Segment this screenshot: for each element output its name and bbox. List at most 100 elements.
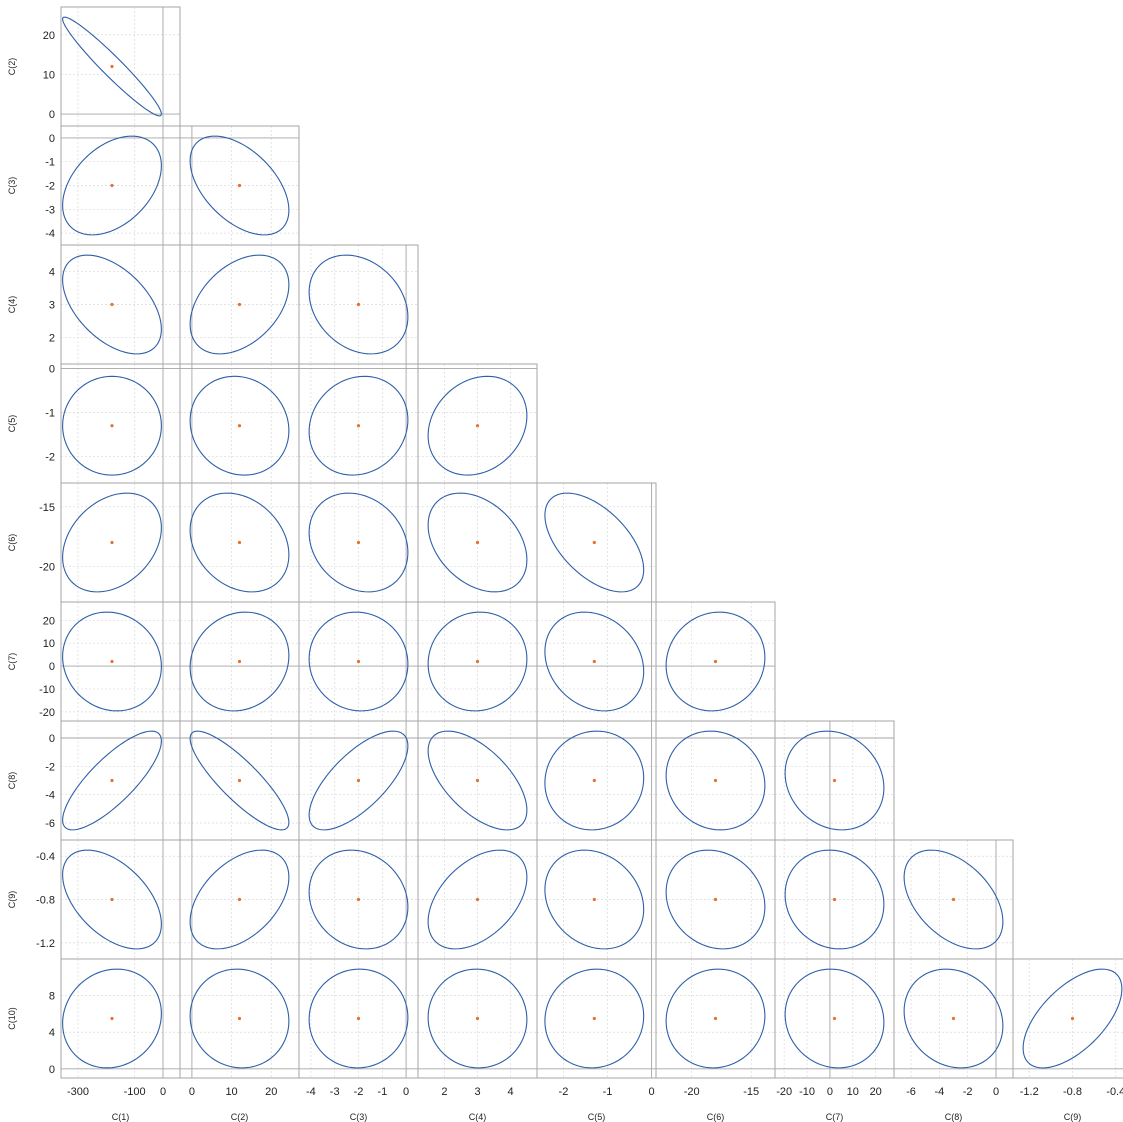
cell-c4-vs-c3 [298,244,419,365]
confidence-ellipse [544,730,645,831]
x-tick-label: 4 [507,1086,513,1098]
cell-c10-vs-c7 [774,958,895,1079]
cell-c8-vs-c4 [417,720,538,841]
confidence-ellipse [62,730,162,831]
confidence-ellipse [665,849,766,950]
center-point [951,1016,956,1021]
x-axis-label-c8: C(8) [945,1112,963,1122]
cell-background [61,364,180,483]
confidence-ellipse [62,254,162,355]
confidence-ellipse [189,849,290,950]
center-point [356,1016,361,1021]
cell-c10-vs-c2 [179,958,300,1079]
cell-background [61,483,180,602]
cell-c3-vs-c2 [179,125,300,246]
x-tick-label: 20 [870,1086,882,1098]
x-tick-label: -20 [776,1086,792,1098]
center-point [237,424,242,428]
center-point [237,1016,242,1021]
y-axis-label-c5: C(5) [7,415,17,433]
cell-c10-vs-c1 [60,958,181,1079]
confidence-ellipse [903,849,1004,950]
confidence-ellipse [427,375,528,476]
center-point [110,183,114,188]
x-tick-label: -3 [330,1086,340,1098]
center-point [237,659,242,664]
center-point [110,302,114,307]
cell-c9-vs-c5 [536,839,657,960]
cell-c8-vs-c7 [774,720,895,841]
center-point [475,778,480,783]
y-tick-label: 2 [49,333,55,345]
confidence-ellipse [903,968,1004,1069]
x-axis-label-c1: C(1) [112,1112,130,1122]
confidence-ellipse [427,492,528,593]
cell-c6-vs-c3 [298,482,419,603]
y-tick-label: -4 [45,228,55,240]
confidence-ellipse [544,611,645,712]
confidence-ellipse [308,730,409,831]
confidence-ellipse [189,135,290,236]
center-point [237,183,242,188]
center-point [475,1016,480,1021]
confidence-ellipse [544,492,645,593]
y-tick-label: -15 [39,502,55,514]
cell-c6-vs-c1 [60,482,181,603]
confidence-ellipse [784,968,885,1069]
confidence-ellipse [62,375,162,476]
center-point [237,540,242,545]
y-tick-label: -3 [45,204,55,216]
confidence-ellipse [189,254,290,355]
x-tick-label: -4 [306,1086,316,1098]
cell-c10-vs-c5 [536,958,657,1079]
center-point [475,659,480,664]
y-tick-label: -0.8 [36,895,55,907]
cell-background [61,126,180,245]
confidence-ellipse [544,849,645,950]
center-point [110,64,114,69]
cell-background [299,364,418,483]
cell-c5-vs-c1 [60,363,181,484]
x-tick-label: 20 [265,1086,277,1098]
y-tick-label: -4 [45,790,55,802]
center-point [592,897,596,902]
y-tick-label: 8 [49,991,55,1003]
center-point [592,540,596,545]
y-tick-label: -10 [39,684,55,696]
confidence-ellipse [189,492,290,593]
cell-background [61,959,180,1078]
x-tick-label: -2 [963,1086,973,1098]
y-axis-label-c9: C(9) [7,891,17,909]
cell-c6-vs-c4 [417,482,538,603]
x-tick-label: 0 [827,1086,833,1098]
cell-c8-vs-c6 [655,720,776,841]
y-tick-label: -20 [39,561,55,573]
y-tick-label: 3 [49,300,55,312]
confidence-ellipse [784,849,885,950]
y-axis-label-c10: C(10) [7,1007,17,1030]
center-point [832,1016,837,1021]
center-point [713,659,718,664]
center-point [356,540,361,545]
y-tick-label: -20 [39,707,55,719]
cell-c7-vs-c6 [655,601,776,722]
cell-c6-vs-c2 [179,482,300,603]
cell-background [61,721,180,840]
x-axis-label-c2: C(2) [231,1112,249,1122]
confidence-ellipse [189,611,290,712]
center-point [110,540,114,545]
x-tick-label: 0 [189,1086,195,1098]
y-tick-label: -1 [45,407,55,419]
cell-background [537,721,656,840]
cell-c5-vs-c3 [298,363,419,484]
center-point [237,302,242,307]
x-tick-label: 10 [847,1086,859,1098]
x-tick-label: -0.8 [1063,1086,1082,1098]
y-tick-label: -2 [45,452,55,464]
confidence-ellipse [308,849,409,950]
confidence-ellipse [427,849,528,950]
cell-background [180,364,299,483]
y-tick-label: -2 [45,761,55,773]
confidence-ellipse [62,611,162,712]
center-point [110,778,114,783]
